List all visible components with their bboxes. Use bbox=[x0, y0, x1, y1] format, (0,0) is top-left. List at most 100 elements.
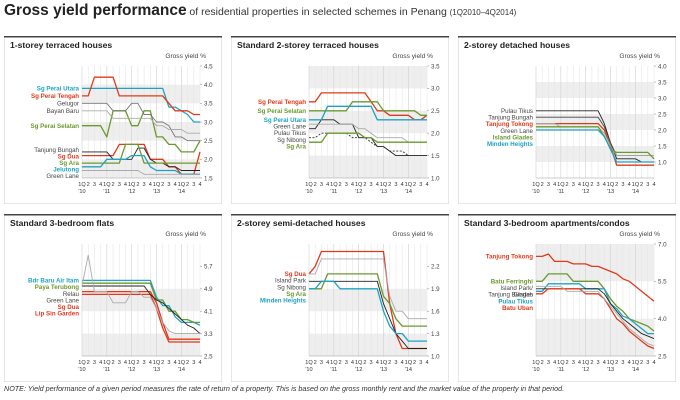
y-tick-label: 2.2 bbox=[431, 264, 440, 271]
x-tick-label: 3 bbox=[143, 182, 146, 188]
x-tick-label: 3 bbox=[167, 182, 170, 188]
series-line bbox=[81, 254, 200, 335]
x-year-label: '14 bbox=[178, 367, 185, 373]
y-tick-label: 1.5 bbox=[431, 153, 440, 160]
x-tick-label: 4 bbox=[174, 182, 177, 188]
x-tick-label: 4 bbox=[124, 182, 127, 188]
chart-title: 2-storey detached houses bbox=[464, 40, 570, 50]
x-tick-label: 1Q bbox=[305, 360, 313, 366]
x-tick-label: 4 bbox=[425, 360, 428, 366]
series-label: Sg Nibong bbox=[277, 284, 306, 291]
series-label: Island Glades bbox=[493, 134, 534, 141]
grid-band bbox=[536, 318, 654, 356]
x-tick-label: 3 bbox=[547, 182, 550, 188]
series-line bbox=[309, 101, 427, 116]
series-line bbox=[82, 147, 200, 171]
x-tick-label: 2 bbox=[87, 360, 90, 366]
series-label: Relau bbox=[63, 291, 80, 298]
x-year-label: '11 bbox=[557, 189, 564, 195]
x-tick-label: 1Q bbox=[632, 182, 640, 188]
x-tick-label: 4 bbox=[553, 360, 556, 366]
x-tick-label: 2 bbox=[615, 182, 618, 188]
x-tick-label: 2 bbox=[111, 360, 114, 366]
series-label: Pulau Tikus bbox=[501, 108, 533, 115]
x-year-label: '14 bbox=[632, 189, 639, 195]
x-tick-label: 1Q bbox=[153, 360, 161, 366]
grid-band bbox=[82, 122, 200, 141]
series-label: Sg Perai Tengah bbox=[31, 93, 79, 100]
x-year-label: '13 bbox=[153, 367, 160, 373]
x-year-label: '13 bbox=[380, 367, 387, 373]
x-tick-label: 2 bbox=[363, 182, 366, 188]
x-tick-label: 2 bbox=[186, 182, 189, 188]
y-axis-label: Gross yield % bbox=[165, 53, 206, 60]
series-label: Tanjung Bungah bbox=[488, 115, 533, 122]
grid-band bbox=[309, 288, 427, 312]
y-tick-label: 1.5 bbox=[204, 175, 213, 182]
x-tick-label: 2 bbox=[338, 182, 341, 188]
series-label: Green Lane bbox=[273, 124, 306, 131]
series-line bbox=[308, 250, 427, 350]
x-tick-label: 1Q bbox=[128, 182, 136, 188]
chart-title: Standard 2-storey terraced houses bbox=[237, 40, 379, 50]
series-line bbox=[309, 123, 427, 143]
x-tick-label: 1Q bbox=[330, 360, 338, 366]
series-label: Sg Perai Tengah bbox=[258, 99, 306, 106]
x-tick-label: 3 bbox=[597, 360, 600, 366]
x-tick-label: 4 bbox=[174, 360, 177, 366]
grid-band bbox=[309, 66, 427, 89]
x-tick-label: 3 bbox=[621, 360, 624, 366]
x-tick-label: 4 bbox=[351, 360, 354, 366]
series-label: Batu Ferringhi bbox=[491, 279, 534, 286]
x-tick-label: 2 bbox=[590, 360, 593, 366]
x-tick-label: 4 bbox=[326, 182, 329, 188]
x-year-label: '13 bbox=[380, 189, 387, 195]
series-label: Batu Uban bbox=[502, 305, 533, 312]
chart-5-svg: 2-storey semi-detached houses Gross yield… bbox=[231, 214, 449, 382]
x-tick-label: 1Q bbox=[78, 360, 86, 366]
series-line bbox=[536, 253, 655, 302]
x-tick-label: 1Q bbox=[128, 360, 136, 366]
x-tick-label: 2 bbox=[186, 360, 189, 366]
series-label: Glades bbox=[513, 292, 533, 299]
y-tick-label: 2.5 bbox=[658, 353, 667, 360]
y-tick-label: 3.5 bbox=[658, 79, 667, 86]
x-year-label: '10 bbox=[532, 189, 539, 195]
x-tick-label: 3 bbox=[597, 182, 600, 188]
x-year-label: '13 bbox=[607, 189, 614, 195]
series-label: Sg Perai Utara bbox=[37, 86, 80, 93]
x-tick-label: 1Q bbox=[380, 360, 388, 366]
x-tick-label: 3 bbox=[646, 182, 649, 188]
x-year-label: '14 bbox=[405, 189, 412, 195]
series-label: Sg Nibong bbox=[277, 137, 306, 144]
x-year-label: '13 bbox=[153, 189, 160, 195]
grid-band bbox=[309, 155, 427, 178]
y-tick-label: 1.0 bbox=[658, 159, 667, 166]
y-tick-label: 4.0 bbox=[658, 316, 667, 323]
series-label: Sg Ara bbox=[286, 291, 306, 298]
chart-panel-1: 1-storey terraced houses Gross yield % 1.5… bbox=[4, 36, 222, 204]
x-year-label: '11 bbox=[103, 189, 110, 195]
x-tick-label: 1Q bbox=[355, 360, 363, 366]
series-label: Sg Perai Utara bbox=[264, 117, 307, 124]
series-label: Lip Sin Garden bbox=[35, 311, 79, 318]
x-tick-label: 1Q bbox=[178, 182, 186, 188]
y-tick-label: 2.5 bbox=[204, 138, 213, 145]
x-year-label: '10 bbox=[78, 189, 85, 195]
x-tick-label: 4 bbox=[149, 182, 152, 188]
x-year-label: '13 bbox=[607, 367, 614, 373]
x-tick-label: 2 bbox=[161, 360, 164, 366]
y-tick-label: 1.3 bbox=[431, 331, 440, 338]
y-tick-label: 4.0 bbox=[204, 82, 213, 89]
series-label: Bayan Baru bbox=[47, 108, 80, 115]
x-tick-label: 2 bbox=[541, 360, 544, 366]
y-tick-label: 1.0 bbox=[431, 353, 440, 360]
series-line bbox=[309, 273, 427, 327]
series-label: Sg Perai Selatan bbox=[31, 123, 80, 130]
x-tick-label: 3 bbox=[572, 360, 575, 366]
y-tick-label: 4.5 bbox=[204, 63, 213, 70]
x-year-label: '14 bbox=[178, 189, 185, 195]
series-line bbox=[536, 288, 655, 350]
y-tick-label: 3.0 bbox=[204, 119, 213, 126]
chart-panel-3: 2-storey detached houses Gross yield % 1.0… bbox=[458, 36, 676, 204]
